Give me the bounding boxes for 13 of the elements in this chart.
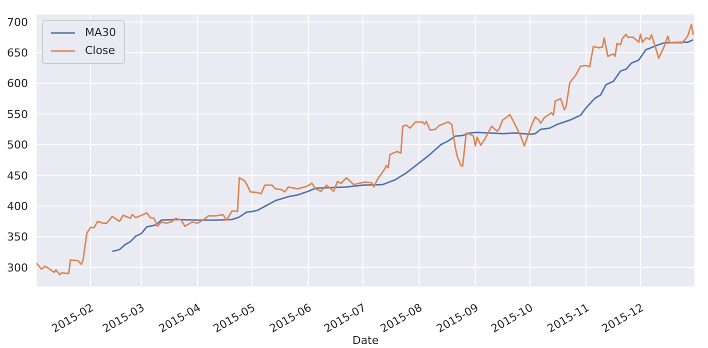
y-tick-label: 600 <box>7 77 28 90</box>
legend-label: MA30 <box>85 25 116 41</box>
y-tick-label: 700 <box>7 16 28 29</box>
y-tick-label: 400 <box>7 200 28 213</box>
y-tick-label: 450 <box>7 169 28 182</box>
line-series <box>36 24 694 276</box>
y-tick-label: 500 <box>7 138 28 152</box>
y-tick-label: 350 <box>7 230 28 244</box>
y-tick-label: 300 <box>7 261 28 274</box>
legend-label: Close <box>85 43 115 59</box>
x-axis-title: Date <box>352 334 379 347</box>
y-tick-label: 650 <box>7 46 28 60</box>
y-tick-label: 550 <box>7 108 28 121</box>
